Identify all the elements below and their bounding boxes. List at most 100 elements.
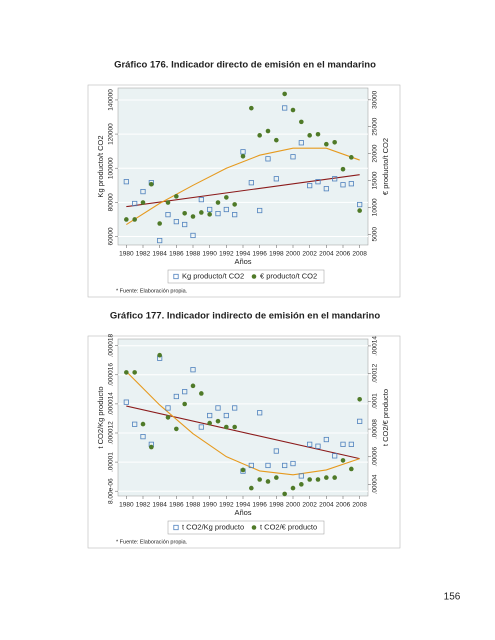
y2-tick-label: 20000 (372, 144, 379, 162)
point (299, 119, 304, 125)
legend-label: € producto/t CO2 (260, 271, 317, 280)
point (290, 485, 296, 491)
point (199, 391, 204, 396)
point (248, 462, 254, 469)
point (215, 405, 221, 411)
legend-box (167, 269, 325, 284)
point (215, 210, 221, 217)
x-tick-label: 2004 (319, 251, 334, 258)
point (132, 217, 137, 222)
chart-title: Gráfico 176. Indicador directo de emisió… (114, 60, 376, 71)
point (282, 105, 288, 111)
x-tick-label: 1986 (169, 502, 184, 509)
x-tick-label: 2002 (302, 251, 317, 258)
point (307, 441, 313, 447)
x-tick-label: 1988 (186, 502, 201, 509)
y2-axis-title: t CO2/€ producto (381, 389, 390, 446)
point (332, 176, 338, 182)
legend-label: t CO2/€ producto (260, 522, 317, 531)
point (190, 383, 196, 389)
point (298, 473, 304, 479)
point (357, 418, 363, 424)
x-tick-label: 1982 (136, 502, 151, 509)
x-tick-label: 2000 (286, 251, 301, 258)
point (265, 156, 271, 162)
point (149, 444, 154, 450)
x-tick-label: 1994 (236, 502, 251, 509)
point (265, 128, 271, 134)
legend-marker (251, 274, 257, 279)
x-tick-label: 1996 (252, 251, 267, 258)
point (340, 458, 346, 463)
point (274, 475, 279, 480)
point (348, 441, 354, 447)
y-tick-label: 60000 (108, 227, 115, 245)
point (324, 141, 329, 147)
point (290, 460, 296, 467)
point (207, 412, 213, 419)
source-note: * Fuente: Elaboración propia. (116, 539, 188, 545)
point (182, 401, 187, 407)
point (215, 418, 221, 424)
x-tick-label: 1986 (169, 251, 184, 258)
point (315, 179, 321, 185)
point (132, 421, 138, 427)
point (174, 426, 179, 432)
point (232, 202, 237, 207)
legend-label: Kg producto/t CO2 (182, 271, 244, 280)
point (140, 421, 146, 427)
x-tick-label: 1992 (219, 251, 234, 258)
point (173, 393, 179, 400)
y-axis-title: t CO2/Kg producto (96, 386, 105, 448)
point (232, 212, 238, 218)
point (290, 154, 296, 160)
legend-label: t CO2/Kg producto (182, 522, 244, 531)
point (357, 201, 363, 208)
y2-tick-label: .00008 (372, 419, 379, 439)
point (140, 434, 146, 440)
point (249, 105, 254, 111)
x-tick-label: 1992 (219, 502, 234, 509)
y2-tick-label: .00004 (372, 474, 379, 494)
y2-tick-label: 25000 (372, 117, 379, 135)
point (165, 200, 171, 205)
x-tick-label: 1980 (119, 502, 134, 509)
x-tick-label: 2000 (286, 502, 301, 509)
point (157, 237, 163, 244)
y-axis-title: Kg producto/t CO2 (96, 135, 105, 197)
point (257, 133, 262, 138)
x-tick-label: 2006 (336, 251, 351, 258)
x-tick-label: 1990 (202, 502, 217, 509)
point (174, 194, 179, 199)
point (232, 405, 238, 411)
x-tick-label: 1988 (186, 251, 201, 258)
point (274, 137, 279, 143)
point (340, 441, 346, 447)
x-tick-label: 1998 (269, 251, 284, 258)
y-tick-label: 140000 (108, 89, 115, 111)
fit-line (126, 174, 360, 208)
point (315, 477, 321, 482)
point (224, 195, 229, 200)
point (215, 200, 221, 205)
point (323, 186, 329, 192)
x-tick-label: 1990 (202, 251, 217, 258)
point (282, 91, 287, 97)
point (123, 179, 129, 185)
x-tick-label: 1982 (136, 251, 151, 258)
x-tick-label: 1998 (269, 502, 284, 509)
legend-marker (173, 273, 179, 280)
point (132, 200, 138, 207)
point (257, 207, 263, 214)
x-axis-title: Años (234, 508, 251, 517)
point (307, 183, 313, 189)
point (357, 208, 362, 213)
point (340, 166, 346, 172)
x-tick-label: 2002 (302, 502, 317, 509)
fit-line (126, 147, 360, 226)
page-number: 156 (444, 592, 461, 603)
point (257, 410, 263, 416)
point (165, 415, 171, 420)
point (240, 467, 246, 473)
point (123, 399, 129, 405)
